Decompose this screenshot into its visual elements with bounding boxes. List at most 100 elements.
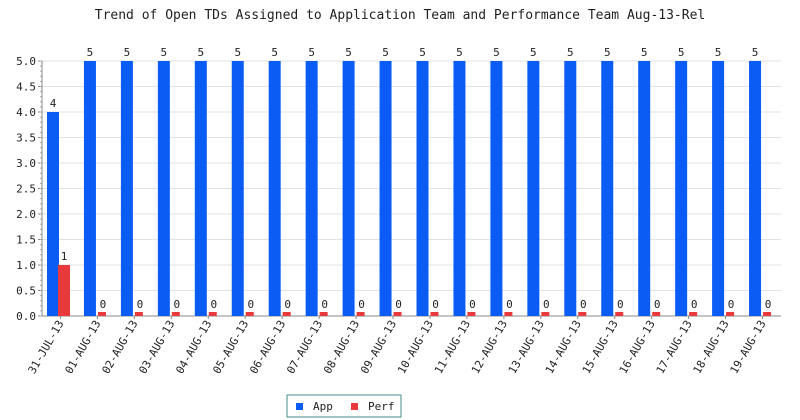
x-tick-label: 01-AUG-13 [62, 318, 103, 376]
bar-app [47, 112, 59, 316]
bar-perf [58, 265, 70, 316]
bar-app [564, 61, 577, 316]
data-label-perf: 0 [395, 298, 402, 311]
bar-perf [726, 312, 735, 316]
y-tick-label: 1.0 [16, 259, 36, 272]
data-label-app: 5 [493, 46, 500, 59]
bar-app [157, 61, 170, 316]
data-label-app: 5 [197, 46, 204, 59]
x-tick-label: 19-AUG-13 [728, 318, 769, 376]
data-label-app: 4 [50, 97, 57, 110]
bar-perf [763, 312, 772, 316]
bar-app [638, 61, 651, 316]
data-label-perf: 0 [654, 298, 661, 311]
legend-box [286, 394, 402, 418]
bar-perf [171, 312, 180, 316]
bar-perf [356, 312, 365, 316]
data-label-perf: 1 [61, 250, 68, 263]
x-tick-label: 13-AUG-13 [506, 318, 547, 376]
y-tick-label: 3.0 [16, 157, 36, 170]
x-tick-label: 17-AUG-13 [654, 318, 695, 376]
legend-swatch-perf [351, 403, 358, 410]
data-label-perf: 0 [506, 298, 513, 311]
y-tick-label: 2.5 [16, 183, 36, 196]
y-tick-label: 4.0 [16, 106, 36, 119]
bar-perf [97, 312, 106, 316]
data-label-app: 5 [345, 46, 352, 59]
data-label-perf: 0 [174, 298, 181, 311]
bar-perf [282, 312, 291, 316]
data-label-perf: 0 [284, 298, 291, 311]
bar-app [490, 61, 503, 316]
bar-app [83, 61, 96, 316]
bar-perf [541, 312, 550, 316]
bar-app [675, 61, 688, 316]
y-tick-label: 1.5 [16, 234, 36, 247]
gridlines [42, 60, 781, 291]
data-label-app: 5 [234, 46, 241, 59]
bar-app [601, 61, 614, 316]
data-label-perf: 0 [321, 298, 328, 311]
data-label-app: 5 [124, 46, 131, 59]
data-label-app: 5 [641, 46, 648, 59]
x-tick-label: 04-AUG-13 [173, 318, 214, 376]
bar-perf [578, 312, 587, 316]
bar-app [416, 61, 429, 316]
data-label-app: 5 [678, 46, 685, 59]
y-tick-label: 5.0 [16, 55, 36, 68]
x-tick-label: 10-AUG-13 [395, 318, 436, 376]
x-tick-label: 08-AUG-13 [321, 318, 362, 376]
x-tick-label: 31-JUL-13 [26, 318, 67, 376]
bar-app [749, 61, 762, 316]
y-tick-label: 0.5 [16, 285, 36, 298]
legend-swatch-app [296, 403, 303, 410]
bar-app [712, 61, 725, 316]
chart-title: Trend of Open TDs Assigned to Applicatio… [95, 8, 705, 23]
bar-perf [134, 312, 143, 316]
y-tick-label: 0.0 [16, 310, 36, 323]
data-label-perf: 0 [543, 298, 550, 311]
bar-perf [615, 312, 624, 316]
bar-perf [652, 312, 661, 316]
data-labels: 4 1 5 0 5 0 5 0 5 0 5 0 5 0 5 0 5 0 5 0 5 0 5 0 5 0 5 0 5 0 5 0 5 0 5 0 5 0 5 0 [50, 46, 772, 311]
data-label-app: 5 [530, 46, 537, 59]
bar-app [379, 61, 392, 316]
data-label-app: 5 [567, 46, 574, 59]
bar-perf [245, 312, 254, 316]
bar-app [120, 61, 133, 316]
data-label-perf: 0 [728, 298, 735, 311]
data-label-app: 5 [87, 46, 94, 59]
data-label-app: 5 [604, 46, 611, 59]
x-tick-label: 11-AUG-13 [432, 318, 473, 376]
data-label-perf: 0 [137, 298, 144, 311]
data-label-perf: 0 [247, 298, 254, 311]
x-tick-label: 16-AUG-13 [617, 318, 658, 376]
legend-label-app: App [313, 400, 333, 413]
bar-app [453, 61, 466, 316]
data-label-perf: 0 [765, 298, 772, 311]
x-tick-label: 15-AUG-13 [580, 318, 621, 376]
data-label-perf: 0 [580, 298, 587, 311]
x-tick-labels: 31-JUL-1301-AUG-1302-AUG-1303-AUG-1304-A… [26, 318, 769, 376]
bar-app [342, 61, 355, 316]
x-tick-label: 06-AUG-13 [247, 318, 288, 376]
x-tick-label: 12-AUG-13 [469, 318, 510, 376]
bar-perf [467, 312, 476, 316]
x-tick-label: 14-AUG-13 [543, 318, 584, 376]
data-label-app: 5 [308, 46, 315, 59]
bar-app [305, 61, 318, 316]
y-tick-label: 3.5 [16, 132, 36, 145]
data-label-perf: 0 [210, 298, 217, 311]
data-label-app: 5 [382, 46, 389, 59]
data-label-perf: 0 [617, 298, 624, 311]
data-label-app: 5 [271, 46, 278, 59]
data-label-app: 5 [456, 46, 463, 59]
x-tick-label: 07-AUG-13 [284, 318, 325, 376]
legend-label-perf: Perf [368, 400, 395, 413]
bar-app [194, 61, 207, 316]
x-tick-label: 09-AUG-13 [358, 318, 399, 376]
x-tick-label: 03-AUG-13 [136, 318, 177, 376]
data-label-app: 5 [419, 46, 426, 59]
data-label-perf: 0 [691, 298, 698, 311]
bar-perf [689, 312, 698, 316]
